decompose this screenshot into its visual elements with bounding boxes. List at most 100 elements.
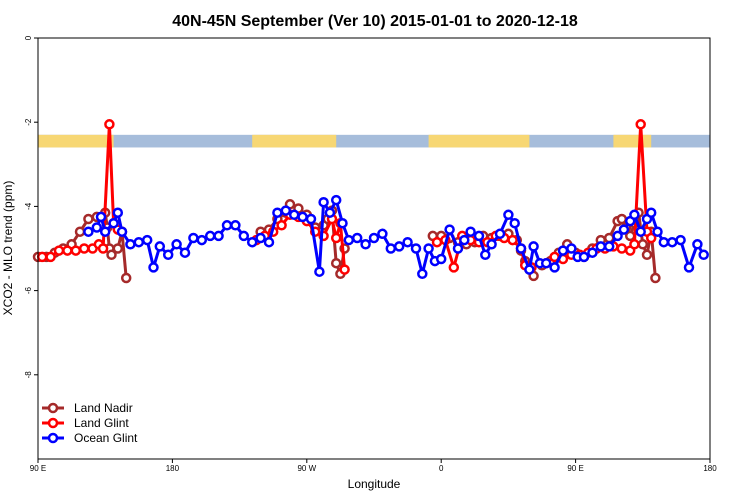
- ocean-glint-point: [188, 232, 199, 244]
- ocean-glint-point: [578, 251, 590, 263]
- ocean-glint-point: [666, 236, 678, 248]
- ocean-glint-point: [515, 243, 527, 254]
- ocean-glint-point: [473, 230, 485, 242]
- land-glint-point: [616, 243, 628, 254]
- y-tick-label: -8: [24, 371, 33, 379]
- ocean-glint-point: [658, 236, 670, 248]
- ocean-glint-point: [698, 249, 709, 261]
- ocean-glint-point: [337, 217, 348, 229]
- legend-marker-ocean-glint: [47, 432, 59, 444]
- x-tick-label: 180: [166, 464, 180, 473]
- land-band-segment: [613, 134, 652, 148]
- ocean-glint-point: [603, 241, 615, 252]
- ocean-glint-point: [549, 262, 560, 273]
- land-glint-point: [97, 243, 109, 254]
- ocean-glint-point: [83, 226, 94, 237]
- ocean-glint-point: [452, 243, 464, 254]
- legend-marker-land-glint: [47, 417, 59, 429]
- ocean-glint-point: [465, 226, 476, 237]
- ocean-glint-point: [393, 241, 405, 252]
- ocean-glint-point: [343, 234, 355, 246]
- ocean-glint-point: [213, 230, 224, 242]
- chart-title: 40N-45N September (Ver 10) 2015-01-01 to…: [172, 13, 578, 30]
- ocean-band: [38, 134, 710, 148]
- land-glint-point: [635, 119, 646, 130]
- land-band-segment: [38, 134, 114, 148]
- ocean-glint-point: [280, 205, 292, 216]
- ocean-glint-point: [635, 226, 646, 237]
- x-axis-ticks: 90 E 180 90 W 0 90 E 180: [30, 459, 717, 473]
- ocean-glint-point: [95, 211, 107, 223]
- ocean-glint-point: [297, 211, 308, 223]
- ocean-glint-point: [171, 239, 182, 250]
- y-tick-label: -2: [24, 118, 33, 126]
- ocean-glint-point: [179, 247, 191, 258]
- land-nadir-point: [74, 226, 86, 237]
- land-glint-point: [276, 220, 287, 231]
- legend-label-land-glint: Land Glint: [74, 416, 129, 430]
- ocean-glint-point: [99, 226, 111, 237]
- ocean-glint-point: [509, 217, 520, 229]
- ocean-glint-point: [230, 220, 241, 231]
- ocean-glint-point: [444, 224, 455, 235]
- ocean-glint-point: [318, 196, 329, 208]
- land-glint-point: [330, 232, 342, 244]
- series-ocean-glint: [83, 194, 709, 280]
- x-tick-label: 90 E: [30, 464, 46, 473]
- ocean-glint-point: [417, 268, 428, 280]
- land-glint-point: [70, 245, 82, 256]
- legend-label-ocean-glint: Ocean Glint: [74, 431, 138, 445]
- land-nadir-point: [106, 249, 117, 261]
- land-nadir-point: [112, 243, 124, 254]
- ocean-glint-point: [148, 262, 159, 273]
- ocean-glint-point: [377, 228, 388, 240]
- ocean-glint-point: [629, 209, 640, 221]
- land-glint-point: [36, 251, 48, 263]
- ocean-glint-point: [566, 243, 577, 254]
- ocean-glint-point: [125, 239, 136, 250]
- ocean-glint-point: [162, 249, 174, 261]
- plot-series: [32, 119, 709, 284]
- ocean-glint-point: [618, 224, 630, 235]
- legend-marker-land-nadir: [47, 402, 59, 414]
- ocean-glint-point: [255, 232, 266, 244]
- ocean-glint-point: [196, 234, 208, 246]
- ocean-glint-point: [486, 239, 497, 250]
- ocean-glint-point: [305, 213, 317, 225]
- ocean-glint-point: [324, 207, 336, 218]
- x-axis-label: Longitude: [348, 477, 401, 491]
- ocean-glint-point: [459, 234, 470, 246]
- land-glint-point: [62, 245, 73, 256]
- ocean-glint-point: [108, 217, 119, 229]
- ocean-glint-point: [91, 222, 103, 233]
- ocean-glint-point: [154, 241, 166, 252]
- ocean-glint-point: [645, 207, 657, 218]
- land-glint-point: [645, 232, 657, 244]
- ocean-glint-point: [587, 247, 598, 258]
- ocean-glint-point: [683, 262, 695, 273]
- y-tick-label: -6: [24, 286, 33, 294]
- ocean-glint-point: [351, 232, 363, 244]
- ocean-glint-point: [423, 243, 434, 254]
- ocean-glint-point: [652, 226, 663, 237]
- plot-frame: [37, 37, 711, 460]
- y-tick-label: 0: [24, 35, 33, 40]
- x-tick-label: 0: [439, 464, 444, 473]
- land-glint-point: [104, 119, 115, 130]
- x-tick-label: 90 E: [567, 464, 583, 473]
- y-tick-label: -4: [24, 202, 33, 210]
- ocean-glint-point: [133, 236, 145, 248]
- ocean-glint-point: [238, 230, 250, 242]
- land-nadir-point: [83, 213, 94, 225]
- ocean-glint-point: [368, 232, 380, 244]
- ocean-glint-point: [221, 220, 233, 231]
- ocean-glint-point: [595, 241, 607, 252]
- ocean-glint-point: [557, 245, 569, 256]
- land-glint-point: [45, 251, 56, 263]
- legend-label-land-nadir: Land Nadir: [74, 401, 133, 415]
- land-glint-point: [339, 264, 350, 275]
- land-glint-point: [431, 236, 443, 248]
- ocean-glint-point: [612, 230, 623, 242]
- ocean-glint-point: [330, 194, 342, 206]
- land-nadir-point: [637, 239, 649, 250]
